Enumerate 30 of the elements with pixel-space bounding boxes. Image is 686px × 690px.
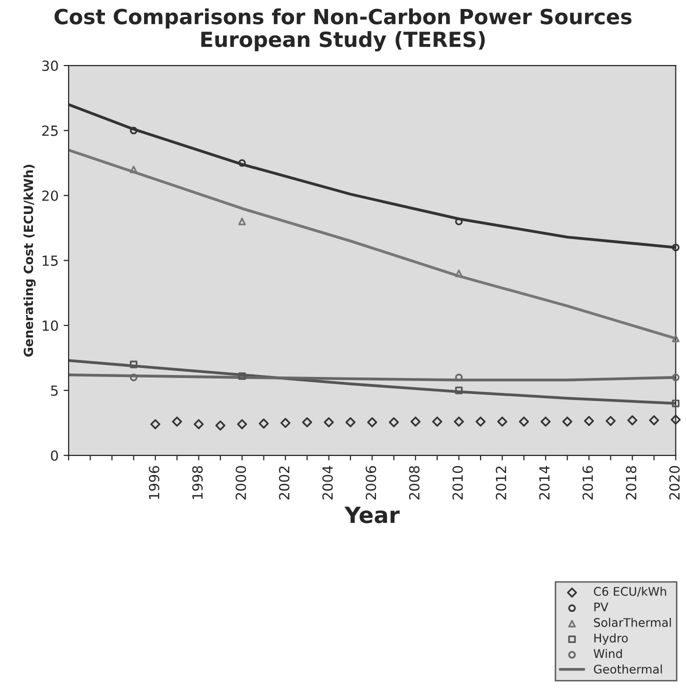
legend-label: Wind <box>594 648 622 658</box>
x-tick-label: 2016 <box>582 466 594 500</box>
x-tick-label: 2002 <box>278 466 290 500</box>
legend-label: PV <box>594 602 608 612</box>
x-tick-label: 2008 <box>409 466 420 500</box>
y-tick-label: 25 <box>42 125 58 136</box>
x-tick-label: 2014 <box>539 466 550 500</box>
y-tick-label: 5 <box>51 386 58 396</box>
legend-label: C6 ECU/kWh <box>594 586 666 597</box>
x-tick-label: 2018 <box>626 466 636 500</box>
x-tick-label: 1998 <box>192 466 203 499</box>
legend-label: Hydro <box>594 633 628 645</box>
x-tick-label: 2004 <box>322 466 333 500</box>
y-axis-title: Generating Cost (ECU/kWh) <box>23 164 36 357</box>
x-tick-label: 2012 <box>496 466 506 500</box>
x-axis-title: Year <box>344 506 400 524</box>
x-tick-label: 2020 <box>669 466 680 500</box>
legend-label: SolarThermal <box>594 618 671 627</box>
chart-title: Cost Comparisons for Non-Carbon Power Sources <box>54 8 632 28</box>
legend-label: Geothermal <box>594 664 662 674</box>
x-tick-label: 2010 <box>452 466 463 500</box>
y-tick-label: 30 <box>42 60 58 72</box>
y-tick-label: 20 <box>42 190 58 201</box>
y-tick-label: 10 <box>42 320 58 331</box>
x-tick-label: 1996 <box>148 466 160 499</box>
x-tick-label: 2006 <box>366 466 376 500</box>
y-tick-label: 15 <box>42 256 58 266</box>
x-tick-label: 2000 <box>236 466 246 500</box>
chart-subtitle: European Study (TERES) <box>201 31 485 52</box>
y-tick-label: 0 <box>50 450 58 461</box>
